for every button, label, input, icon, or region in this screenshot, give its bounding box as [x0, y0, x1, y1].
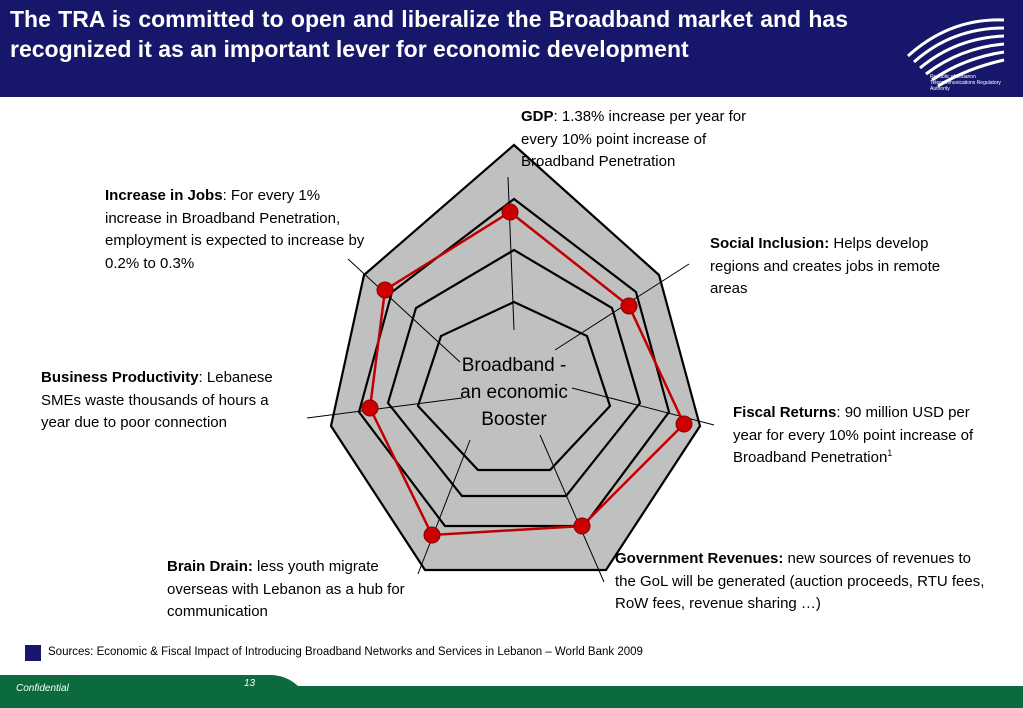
center-label-line-3: Booster	[481, 409, 547, 430]
spoke-brain	[417, 439, 471, 575]
page-number: 13	[244, 678, 256, 689]
label-gov-head: Government Revenues:	[615, 550, 784, 567]
heptagon-ring-1	[416, 300, 612, 472]
slide-title: The TRA is committed to open and liberal…	[10, 6, 848, 62]
label-gov-body: new sources of revenues to the GoL will …	[615, 550, 985, 612]
label-jobs-body: : For every 1% increase in Broadband Pen…	[105, 187, 365, 272]
sources-bullet	[25, 645, 41, 661]
spoke-business	[306, 397, 463, 419]
label-social-head: Social Inclusion:	[710, 235, 830, 252]
marker-brain	[423, 526, 441, 544]
radar-diagram	[306, 143, 715, 583]
label-business-head: Business Productivity	[41, 369, 199, 386]
marker-fiscal	[675, 415, 693, 433]
label-fiscal-body: : 90 million USD per year for every 10% …	[733, 404, 974, 466]
label-jobs-head: Increase in Jobs	[105, 187, 223, 204]
center-label-line-1: Broadband -	[461, 355, 567, 376]
footer-bar	[0, 672, 1023, 708]
center-label-line-2: an economic	[460, 382, 568, 403]
spoke-jobs	[347, 258, 461, 363]
confidential-label: Confidential	[16, 683, 69, 694]
label-business-productivity: Business Productivity: Lebanese SMEs was…	[41, 367, 291, 435]
label-government-revenues: Government Revenues: new sources of reve…	[615, 548, 990, 616]
label-fiscal-returns: Fiscal Returns: 90 million USD per year …	[733, 402, 995, 470]
marker-jobs	[376, 281, 394, 299]
spoke-gov	[539, 434, 605, 583]
data-line	[368, 210, 686, 537]
label-fiscal-footnote: 1	[887, 448, 893, 458]
label-fiscal-head: Fiscal Returns	[733, 404, 837, 421]
label-gdp: GDP: 1.38% increase per year for every 1…	[521, 106, 771, 174]
label-brain-head: Brain Drain:	[167, 558, 253, 575]
label-gdp-head: GDP	[521, 108, 554, 125]
label-business-body: : Lebanese SMEs waste thousands of hours…	[41, 369, 273, 431]
marker-gdp	[501, 203, 519, 221]
marker-social	[620, 297, 638, 315]
label-social-body: Helps develop regions and creates jobs i…	[710, 235, 941, 297]
marker-gov	[573, 517, 591, 535]
logo-caption: Republic of Lebanon Telecommunications R…	[930, 74, 1001, 92]
label-gdp-body: : 1.38% increase per year for every 10% …	[521, 108, 747, 170]
spoke-gdp	[507, 176, 515, 331]
label-brain-drain: Brain Drain: less youth migrate overseas…	[167, 556, 412, 624]
label-increase-in-jobs: Increase in Jobs: For every 1% increase …	[105, 185, 380, 275]
label-social-inclusion: Social Inclusion: Helps develop regions …	[710, 233, 955, 301]
marker-business	[361, 399, 379, 417]
tra-logo-icon	[906, 18, 1005, 88]
label-brain-body: less youth migrate overseas with Lebanon…	[167, 558, 405, 620]
center-label: Broadband - an economic Booster	[439, 352, 589, 433]
header-bar	[0, 0, 1023, 97]
sources-note: Sources: Economic & Fiscal Impact of Int…	[48, 646, 643, 658]
